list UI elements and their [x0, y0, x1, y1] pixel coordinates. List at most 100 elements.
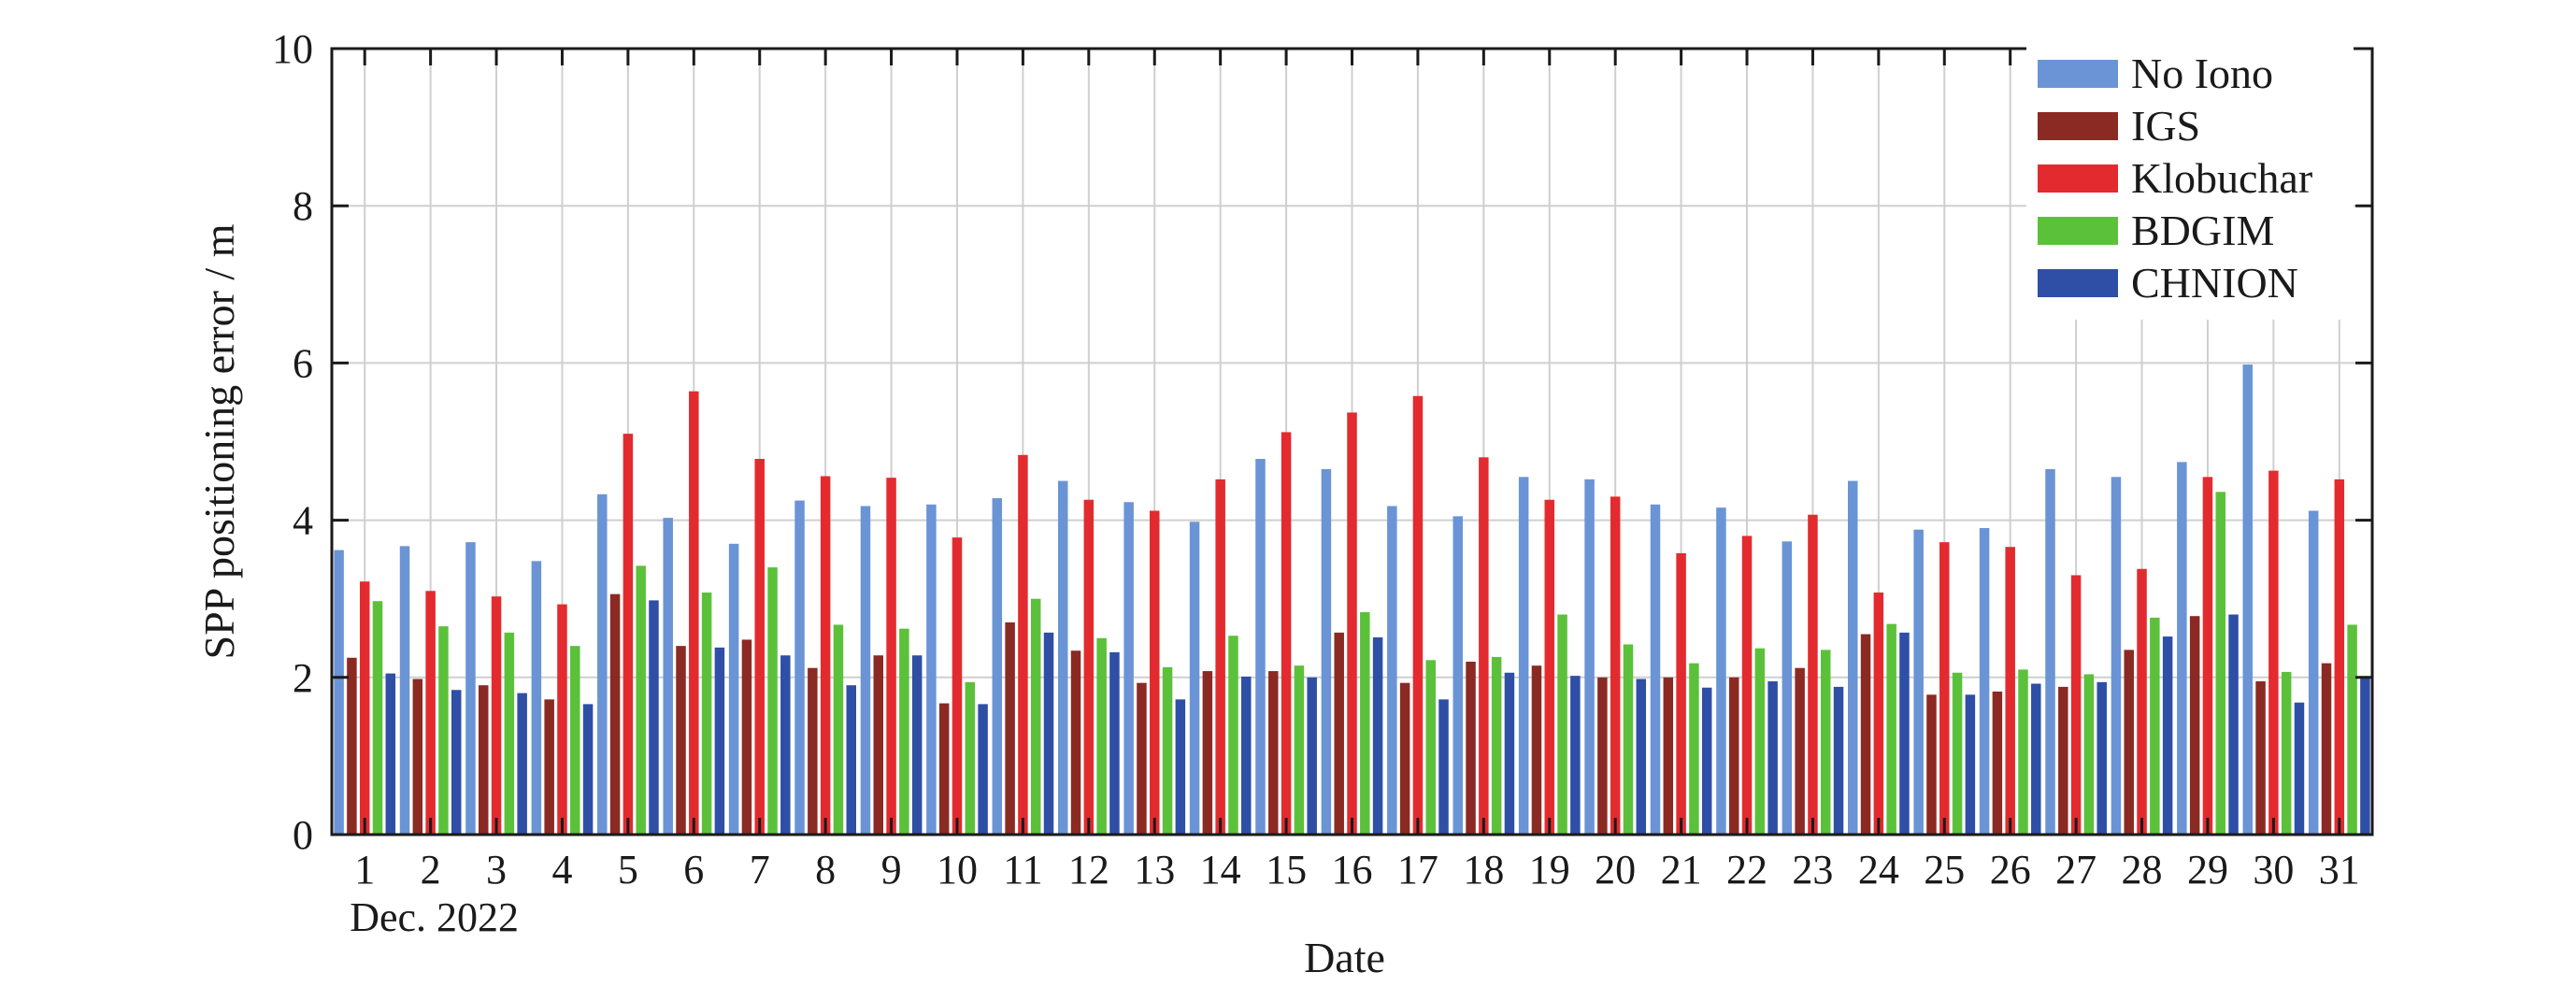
- x-axis-caption: Dec. 2022: [350, 894, 519, 940]
- bar-igs: [2189, 616, 2200, 835]
- bar-igs: [609, 593, 621, 835]
- bar-bdgim: [899, 628, 909, 835]
- bar-klobuchar: [1808, 514, 1818, 835]
- bar-no-iono: [1782, 541, 1793, 835]
- y-tick-label: 0: [293, 812, 313, 858]
- bar-chnion: [1965, 694, 1976, 835]
- bar-klobuchar: [1149, 510, 1160, 835]
- bar-no-iono: [663, 518, 673, 835]
- bar-klobuchar: [1873, 592, 1884, 835]
- bar-igs: [1663, 677, 1674, 835]
- bar-igs: [1728, 677, 1739, 835]
- x-tick-label: 15: [1266, 847, 1307, 893]
- x-tick-label: 23: [1792, 847, 1833, 893]
- bar-no-iono: [597, 493, 608, 835]
- bar-igs: [347, 657, 357, 835]
- legend-swatch: [2038, 217, 2118, 245]
- legend-swatch: [2038, 269, 2118, 297]
- bar-klobuchar: [886, 478, 896, 835]
- y-axis-title: SPP positioning error / m: [195, 223, 243, 659]
- x-tick-label: 18: [1463, 847, 1504, 893]
- x-tick-label: 20: [1595, 847, 1636, 893]
- bar-bdgim: [570, 646, 580, 835]
- bar-no-iono: [465, 542, 476, 835]
- x-tick-label: 29: [2187, 847, 2228, 893]
- bar-chnion: [2360, 677, 2370, 835]
- bar-igs: [1466, 661, 1476, 835]
- bar-igs: [544, 699, 554, 835]
- bar-igs: [1399, 682, 1410, 835]
- bar-no-iono: [1979, 528, 1990, 835]
- x-tick-label: 4: [551, 847, 572, 893]
- bar-chnion: [846, 685, 856, 835]
- bar-bdgim: [1294, 665, 1305, 835]
- bar-no-iono: [1189, 522, 1200, 835]
- bar-chnion: [911, 655, 923, 835]
- bar-igs: [2321, 663, 2332, 835]
- bar-bdgim: [1952, 672, 1963, 835]
- bar-chnion: [1701, 687, 1712, 835]
- bar-no-iono: [860, 506, 871, 835]
- bar-chnion: [978, 704, 988, 835]
- bar-no-iono: [2177, 462, 2187, 835]
- x-tick-label: 14: [1200, 847, 1241, 893]
- bar-no-iono: [1848, 480, 1858, 835]
- bar-igs: [412, 679, 423, 835]
- bar-no-iono: [2111, 477, 2122, 835]
- bar-igs: [1597, 677, 1608, 835]
- bar-bdgim: [1886, 623, 1896, 835]
- bar-bdgim: [1491, 656, 1502, 835]
- bar-no-iono: [1453, 516, 1463, 835]
- x-tick-label: 5: [618, 847, 638, 893]
- legend-label: CHNION: [2131, 259, 2298, 307]
- bar-bdgim: [1360, 611, 1370, 835]
- bar-no-iono: [1584, 479, 1595, 835]
- x-tick-label: 30: [2253, 847, 2294, 893]
- bar-igs: [676, 646, 686, 835]
- bar-igs: [873, 655, 884, 835]
- bar-igs: [808, 667, 818, 835]
- bar-klobuchar: [689, 391, 699, 835]
- x-tick-label: 6: [683, 847, 704, 893]
- y-tick-label: 10: [272, 26, 313, 72]
- bar-igs: [478, 685, 489, 835]
- bar-chnion: [1833, 686, 1844, 835]
- x-tick-label: 19: [1529, 847, 1570, 893]
- x-tick-label: 3: [486, 847, 507, 893]
- bar-bdgim: [767, 567, 778, 835]
- bar-igs: [2124, 650, 2134, 835]
- bar-no-iono: [2308, 510, 2319, 835]
- x-tick-label: 21: [1661, 847, 1702, 893]
- bar-klobuchar: [754, 459, 765, 835]
- bar-no-iono: [1913, 529, 1924, 835]
- bar-igs: [1992, 691, 2003, 835]
- bar-chnion: [1767, 681, 1778, 835]
- x-tick-label: 1: [354, 847, 375, 893]
- bar-klobuchar: [2334, 479, 2345, 835]
- bar-chnion: [451, 690, 462, 835]
- bar-klobuchar: [1412, 395, 1424, 835]
- bar-igs: [1926, 694, 1937, 835]
- bar-igs: [1860, 634, 1871, 835]
- bar-bdgim: [2018, 669, 2028, 835]
- legend-label: IGS: [2131, 102, 2200, 150]
- y-tick-label: 4: [293, 498, 313, 544]
- bar-chnion: [1175, 699, 1186, 835]
- bar-igs: [741, 639, 752, 835]
- bar-klobuchar: [1083, 499, 1095, 835]
- bar-chnion: [1043, 632, 1054, 835]
- bar-no-iono: [2045, 468, 2055, 835]
- bar-klobuchar: [952, 537, 963, 835]
- bar-igs: [938, 703, 950, 835]
- bar-igs: [1334, 632, 1344, 835]
- bar-bdgim: [833, 624, 844, 835]
- bar-klobuchar: [1281, 432, 1292, 835]
- x-axis-title: Date: [1304, 934, 1385, 981]
- bar-chnion: [1636, 679, 1647, 835]
- bar-bdgim: [1820, 650, 1831, 835]
- bar-klobuchar: [1610, 496, 1621, 835]
- bar-chnion: [582, 704, 594, 835]
- bar-klobuchar: [1018, 454, 1028, 835]
- x-tick-label: 12: [1068, 847, 1109, 893]
- bar-klobuchar: [1347, 412, 1357, 835]
